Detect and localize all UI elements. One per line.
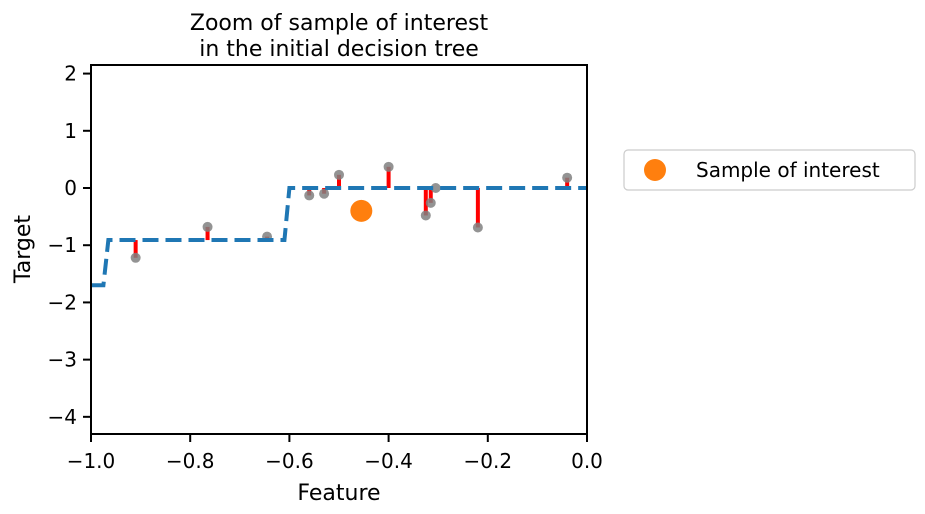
sample-point: [304, 190, 315, 201]
x-tick-label: −0.8: [166, 449, 215, 473]
sample-point: [334, 169, 344, 180]
legend-label-sample-of-interest: Sample of interest: [696, 158, 880, 182]
x-tick-label: −1.0: [67, 449, 116, 473]
sample-point: [202, 221, 213, 232]
y-tick-label: −4: [48, 405, 77, 429]
sample-point: [319, 188, 330, 199]
legend-box: [623, 149, 916, 191]
sample-point: [383, 161, 394, 172]
x-tick-label: −0.2: [464, 449, 513, 473]
chart-title-line2: in the initial decision tree: [199, 37, 479, 62]
sample-point: [430, 183, 441, 193]
x-tick-label: 0.0: [571, 449, 603, 473]
tree-prediction-line: [91, 186, 587, 288]
plot-area: [91, 161, 587, 288]
x-axis-ticks: −1.0 −0.8 −0.6 −0.4 −0.2 0.0: [67, 434, 603, 473]
axes-frame: [90, 64, 588, 435]
y-tick-label: −2: [48, 290, 77, 314]
chart-title-line1: Zoom of sample of interest: [190, 11, 489, 36]
y-tick-label: 1: [64, 119, 77, 143]
legend: Sample of interest: [623, 149, 916, 191]
legend-marker-sample-of-interest: [644, 159, 666, 181]
y-tick-label: 0: [64, 176, 77, 200]
y-tick-label: −3: [48, 348, 77, 372]
y-axis-ticks: −4 −3 −2 −1 0 1 2: [48, 62, 91, 429]
sample-of-interest-point: [350, 199, 373, 222]
y-tick-label: −1: [48, 233, 77, 257]
sample-point: [130, 252, 141, 263]
x-tick-label: −0.6: [265, 449, 314, 473]
sample-point: [562, 172, 573, 183]
x-axis-label: Feature: [297, 481, 380, 506]
x-tick-label: −0.4: [364, 449, 413, 473]
sample-point: [420, 210, 431, 221]
y-tick-label: 2: [64, 62, 77, 86]
sample-point: [472, 222, 483, 233]
sample-point: [425, 197, 436, 208]
y-axis-label: Target: [11, 215, 36, 284]
